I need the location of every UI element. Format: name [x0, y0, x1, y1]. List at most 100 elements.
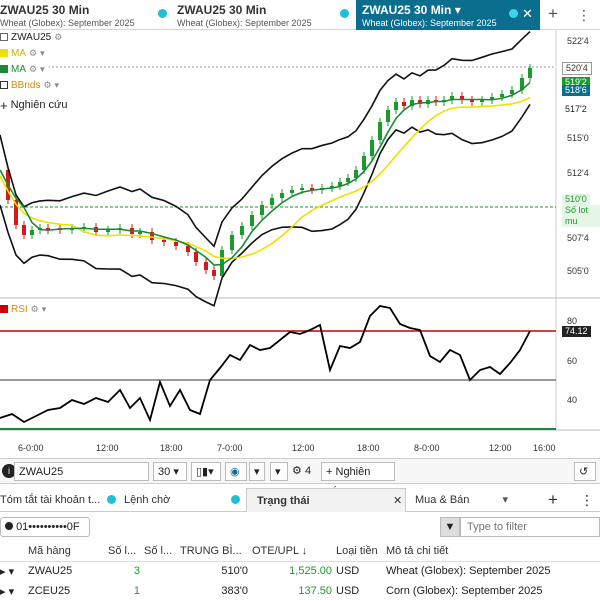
- chart-tab-1[interactable]: ZWAU25 30 Min Wheat (Globex): September …: [0, 0, 135, 30]
- add-study-toolbar-button[interactable]: + Nghiên cứu: [321, 462, 395, 497]
- chart-type-select[interactable]: ▯▮▾: [191, 462, 221, 481]
- chart-tab-2-subtitle: Wheat (Globex): September 2025: [177, 18, 312, 28]
- chart-tab-2[interactable]: ZWAU25 30 Min Wheat (Globex): September …: [177, 0, 312, 30]
- col-header-currency[interactable]: Loại tiền: [336, 541, 386, 562]
- chart-canvas[interactable]: [0, 30, 600, 458]
- chevron-down-icon[interactable]: ▾: [40, 47, 45, 58]
- cell-symbol: ZCEU25: [28, 585, 71, 597]
- rsi-tick-label: 60: [567, 356, 578, 366]
- more-options-icon[interactable]: ⋮: [580, 492, 594, 508]
- legend-rsi[interactable]: RSI ⚙ ▾: [0, 302, 51, 316]
- col-header-avg-price[interactable]: TRUNG BÌ...: [180, 541, 252, 562]
- candle-body: [394, 102, 398, 110]
- symbol-input[interactable]: ZWAU25: [14, 462, 149, 481]
- col-header-qty-2[interactable]: Số l...: [144, 541, 180, 562]
- legend-bbands-label: BBnds: [11, 79, 41, 91]
- more-options-icon[interactable]: ⋮: [577, 7, 591, 23]
- close-icon[interactable]: ✕: [522, 6, 533, 21]
- chart-tab-1-subtitle: Wheat (Globex): September 2025: [0, 18, 135, 28]
- refresh-icon[interactable]: ↺: [574, 462, 596, 481]
- col-header-description[interactable]: Mô tả chi tiết: [386, 541, 600, 562]
- chevron-down-icon[interactable]: ▾: [270, 462, 288, 481]
- plus-icon: +: [0, 97, 8, 113]
- chevron-down-icon[interactable]: ▾: [40, 63, 45, 74]
- account-select[interactable]: 01••••••••••0F: [0, 517, 90, 537]
- legend-ma-1-label: MA: [11, 47, 26, 59]
- tab-status-dot: [231, 495, 240, 504]
- hide-eye-icon[interactable]: ◉: [225, 462, 247, 481]
- candle-body: [290, 190, 294, 193]
- tab-buy-sell[interactable]: Mua & Bán ▾: [415, 488, 508, 512]
- candle-body: [220, 250, 224, 276]
- cell-currency: USD: [336, 565, 360, 578]
- chevron-down-icon[interactable]: ▾: [502, 494, 509, 506]
- cell-description: Wheat (Globex): September 2025: [386, 565, 551, 578]
- x-tick-label: 7-0:00: [217, 443, 243, 453]
- price-pane: [0, 30, 556, 298]
- info-icon[interactable]: i: [2, 464, 16, 478]
- chart-tab-3-title: ZWAU25 30 Min ▾: [362, 3, 461, 17]
- tab-positions[interactable]: Trạng thái ✕: [246, 488, 406, 512]
- x-tick-label: 16:00: [533, 443, 556, 453]
- col-header-qty[interactable]: Số l...: [108, 541, 144, 562]
- row-expand-icon[interactable]: ▸ ▾: [0, 565, 15, 578]
- candle-body: [46, 228, 50, 230]
- candle-body: [194, 252, 198, 262]
- chevron-down-icon[interactable]: ▾: [454, 3, 461, 17]
- tab-pending-orders[interactable]: Lệnh chờ: [124, 488, 170, 512]
- ma-fast-line: [0, 81, 531, 266]
- legend-ma-2[interactable]: MA ⚙ ▾: [0, 62, 49, 76]
- legend-rsi-label: RSI: [11, 303, 28, 315]
- gear-icon[interactable]: ⚙: [30, 303, 39, 314]
- candle-body: [250, 215, 254, 226]
- candle-body: [410, 100, 414, 106]
- row-expand-icon[interactable]: ▸ ▾: [0, 585, 15, 598]
- tab-account-summary[interactable]: Tóm tắt tài khoản t...: [0, 488, 100, 512]
- legend-symbol[interactable]: ZWAU25 ⚙: [0, 30, 67, 44]
- col-header-ote-upl[interactable]: OTE/UPL ↓: [252, 541, 336, 562]
- chevron-down-icon[interactable]: ▾: [54, 79, 60, 90]
- chart-tab-2-color-dot: [158, 9, 167, 18]
- gear-icon[interactable]: ⚙: [54, 31, 63, 42]
- price-chart[interactable]: [0, 30, 600, 458]
- studies-count[interactable]: ⚙ 4: [292, 462, 311, 481]
- cell-avg-price: 383'0: [221, 585, 248, 597]
- candle-body: [162, 240, 166, 242]
- table-row[interactable]: ▸ ▾ ZWAU25 3 510'0 1,525.00 USD Wheat (G…: [0, 561, 600, 581]
- bbands-lower-line: [0, 104, 531, 307]
- chevron-down-icon[interactable]: ▾: [249, 462, 265, 481]
- add-study-label: Nghiên cứu: [10, 99, 68, 111]
- filter-icon[interactable]: ▼: [440, 517, 460, 537]
- x-tick-label: 18:00: [160, 443, 183, 453]
- cell-qty-2: [144, 561, 180, 581]
- legend-ma-1[interactable]: MA ⚙ ▾: [0, 46, 49, 60]
- chart-tab-3-subtitle: Wheat (Globex): September 2025: [362, 18, 497, 28]
- candle-body: [480, 100, 484, 102]
- filter-input[interactable]: [460, 517, 600, 537]
- candle-body: [230, 235, 234, 250]
- gear-icon[interactable]: ⚙: [29, 63, 38, 74]
- y-tick-label: 522'4: [567, 36, 589, 46]
- candle-body: [138, 232, 142, 234]
- chart-tab-3-color-dot: [509, 9, 518, 18]
- table-row[interactable]: ▸ ▾ ZCEU25 1 383'0 137.50 USD Corn (Glob…: [0, 581, 600, 601]
- candle-body: [470, 100, 474, 102]
- interval-select[interactable]: 30 ▾: [153, 462, 187, 481]
- candle-body: [510, 90, 514, 94]
- chevron-down-icon[interactable]: ▾: [41, 303, 47, 314]
- ma-1-swatch: [0, 49, 8, 57]
- add-tab-icon[interactable]: +: [548, 490, 558, 509]
- gear-icon[interactable]: ⚙: [43, 79, 52, 90]
- legend-bbands[interactable]: BBnds ⚙ ▾: [0, 78, 64, 92]
- add-tab-icon[interactable]: +: [548, 4, 558, 23]
- chart-tab-3-active[interactable]: ZWAU25 30 Min ▾ Wheat (Globex): Septembe…: [356, 0, 540, 30]
- add-study-button[interactable]: + Nghiên cứu: [0, 97, 72, 113]
- candle-body: [330, 186, 334, 188]
- cell-qty-2: [144, 581, 180, 601]
- col-header-symbol[interactable]: Mã hàng: [28, 541, 108, 562]
- gear-icon[interactable]: ⚙: [29, 47, 38, 58]
- close-icon[interactable]: ✕: [393, 495, 403, 507]
- chart-tab-3-color-dot: [340, 9, 349, 18]
- tab-pending-orders-label: Lệnh chờ: [124, 494, 171, 506]
- positions-filter-row: 01••••••••••0F ▼: [0, 514, 600, 540]
